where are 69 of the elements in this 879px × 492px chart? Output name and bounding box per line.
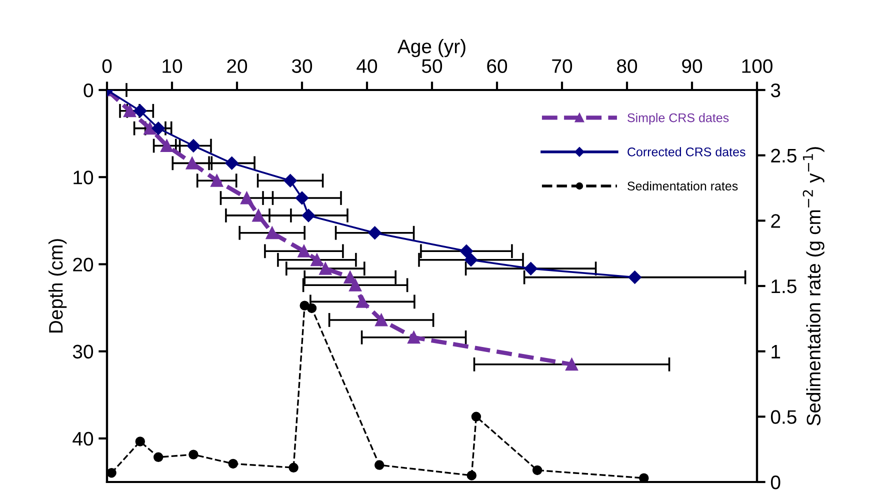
point [460, 244, 474, 258]
x-tick-label: 100 [742, 59, 772, 73]
point [628, 270, 642, 284]
y2-tick-label: 2 [771, 214, 780, 228]
point [524, 262, 538, 276]
text: Corrected CRS dates [628, 147, 746, 156]
y2-tick-label: 0.5 [770, 410, 796, 424]
x-tick-label: 20 [227, 59, 248, 73]
x-tick-label: 10 [162, 59, 182, 73]
point [186, 139, 200, 152]
text: Sedimentation rates [628, 181, 738, 190]
x-tick-label: 40 [356, 59, 378, 73]
x-tick-label: 90 [682, 59, 702, 73]
point [210, 174, 224, 187]
point [344, 271, 356, 284]
point [134, 104, 147, 118]
point [566, 358, 578, 371]
point [464, 253, 478, 266]
y-tick-label: 20 [73, 258, 94, 272]
point [266, 226, 278, 240]
y2-tick-label: 2.5 [771, 148, 796, 163]
y-axis-title: Depth (cm) [48, 239, 67, 332]
point [124, 104, 136, 118]
point [107, 468, 116, 478]
x-axis-title: Age (yr) [397, 39, 466, 58]
point [466, 470, 477, 480]
point [319, 262, 332, 275]
x-tick-label: 50 [422, 59, 442, 73]
y-tick-label: 0 [84, 83, 94, 98]
point [375, 314, 388, 326]
text: Simple CRS dates [628, 113, 729, 125]
x-tick-label: 80 [617, 59, 638, 73]
point [152, 122, 165, 135]
point [532, 465, 542, 476]
point [135, 436, 146, 446]
point [310, 254, 324, 266]
y-tick-label: 10 [74, 170, 94, 184]
point [240, 192, 253, 204]
point [471, 412, 482, 422]
point [225, 156, 238, 170]
x-tick-label: 70 [552, 59, 572, 73]
y2-axis-title: Sedimentation rate (g cm$^{−2}$ y$^{−1}$) [802, 147, 824, 426]
x-tick-label: 0 [102, 59, 112, 73]
y2-tick-label: 0 [770, 475, 780, 490]
point [298, 244, 310, 258]
point [349, 278, 362, 292]
y2-tick-label: 1.5 [772, 280, 796, 294]
point [368, 226, 382, 240]
x-tick-label: 60 [487, 59, 508, 73]
point [295, 191, 309, 205]
point [374, 460, 384, 470]
point [228, 458, 238, 469]
point [284, 174, 297, 188]
point [356, 295, 369, 308]
point [408, 331, 420, 344]
x-tick-label: 30 [292, 59, 312, 73]
point [288, 462, 298, 472]
point [252, 209, 265, 222]
y-tick-label: 40 [72, 432, 94, 446]
y2-tick-label: 1 [772, 345, 780, 358]
point [302, 208, 316, 222]
y2-tick-label: 3 [770, 83, 780, 98]
point [153, 452, 164, 462]
point [639, 473, 649, 482]
y-tick-label: 30 [72, 344, 94, 359]
point [188, 450, 198, 460]
point [160, 140, 174, 152]
point [144, 122, 156, 135]
point [186, 156, 198, 170]
